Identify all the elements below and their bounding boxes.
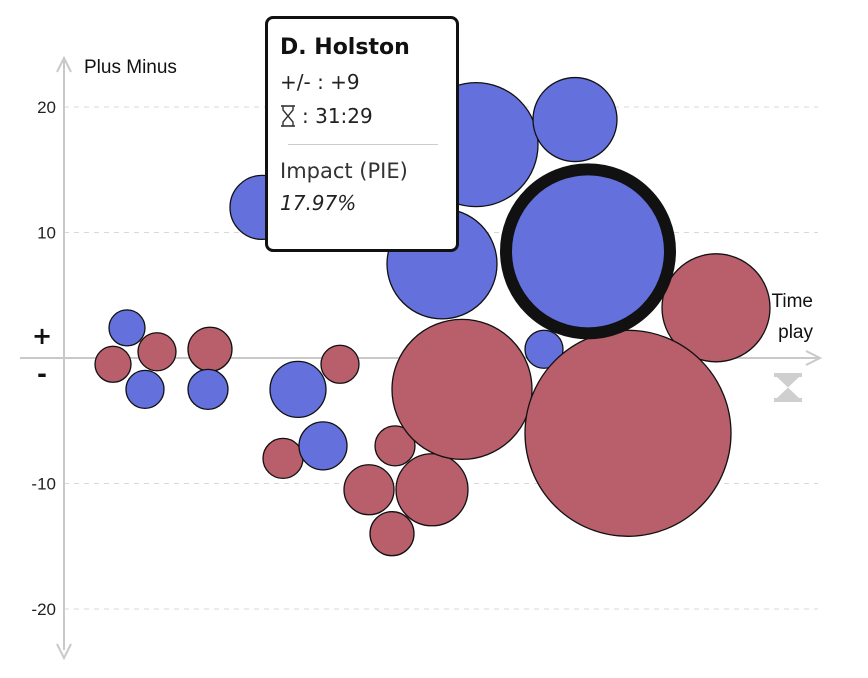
bubble[interactable] — [108, 309, 146, 347]
bubble[interactable] — [125, 369, 165, 410]
bubble[interactable] — [94, 345, 132, 383]
x-axis-arrow — [805, 350, 823, 366]
bubble[interactable] — [269, 360, 327, 419]
hourglass-icon — [281, 105, 295, 127]
y-tick-label: -10 — [31, 475, 56, 494]
x-axis-label-line1: Time — [771, 291, 813, 312]
tooltip-divider — [288, 144, 438, 145]
bubble[interactable] — [391, 318, 533, 461]
hourglass-icon — [774, 373, 802, 402]
player-name: D. Holston — [280, 35, 410, 60]
bubble[interactable] — [369, 511, 415, 557]
bubble[interactable] — [343, 464, 395, 516]
time-played-value: : 31:29 — [302, 104, 373, 128]
bubble[interactable] — [320, 344, 360, 384]
time-row: : 31:29 — [280, 104, 456, 128]
bubble[interactable] — [187, 326, 233, 372]
plus-minus-value: +/- : +9 — [280, 70, 360, 94]
y-tick-labels: 20 10 -10 -20 — [31, 98, 56, 619]
bubble[interactable] — [532, 76, 618, 163]
bubble[interactable] — [262, 437, 304, 480]
impact-label: Impact (PIE) — [280, 159, 408, 183]
bubble[interactable] — [374, 425, 416, 467]
bubble[interactable] — [661, 253, 771, 363]
y-axis-arrow-down — [56, 643, 72, 661]
y-axis-label: Plus Minus — [84, 57, 177, 78]
y-tick-label: -20 — [31, 600, 56, 619]
y-tick-label: 10 — [37, 224, 56, 243]
bubble[interactable] — [395, 453, 469, 527]
bubbles — [94, 76, 771, 557]
bubble[interactable] — [524, 329, 564, 369]
bubble[interactable] — [298, 421, 348, 471]
y-axis-arrow-up — [56, 55, 72, 73]
plus-minus-row: +/- : +9 — [280, 70, 456, 94]
y-tick-label: 20 — [37, 98, 56, 117]
minus-sign: - — [37, 360, 47, 388]
bubble-highlighted[interactable] — [500, 163, 676, 340]
plus-sign: + — [32, 322, 52, 350]
bubble[interactable] — [187, 368, 229, 411]
bubble[interactable] — [524, 329, 732, 537]
player-tooltip: D. Holston +/- : +9 : 31:29 Impact (PIE)… — [265, 16, 459, 252]
x-axis-label-line2: play — [778, 322, 813, 343]
impact-value: 17.97% — [280, 191, 357, 215]
bubble[interactable] — [137, 332, 177, 372]
